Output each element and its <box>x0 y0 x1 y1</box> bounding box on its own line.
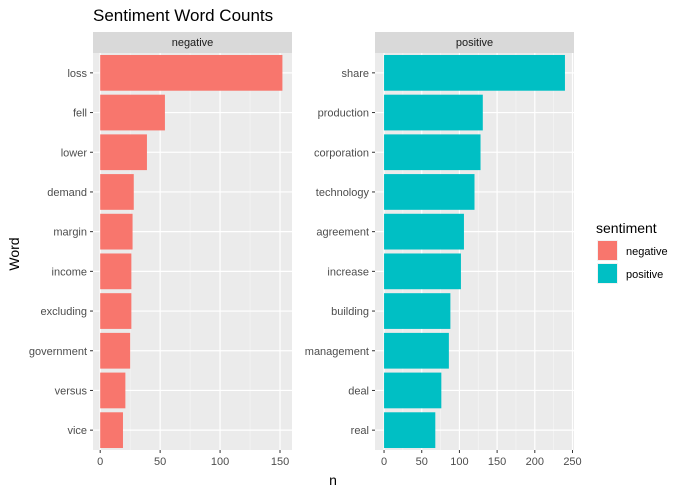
y-tick-label: loss <box>67 68 87 80</box>
x-tick-label: 50 <box>154 456 166 468</box>
x-tick-label: 100 <box>450 456 468 468</box>
y-tick-label: deal <box>348 385 369 397</box>
bar-share <box>384 54 565 91</box>
y-tick-label: technology <box>316 187 370 199</box>
x-axis-title: n <box>329 472 337 488</box>
bar-production <box>384 94 483 131</box>
y-tick-label: management <box>305 346 369 358</box>
y-tick-label: margin <box>53 227 87 239</box>
legend-title: sentiment <box>596 220 657 236</box>
bar-increase <box>384 253 461 290</box>
bar-lower <box>100 134 147 171</box>
bar-agreement <box>384 213 464 250</box>
legend-label-positive: positive <box>626 269 663 281</box>
x-tick-label: 250 <box>563 456 581 468</box>
x-tick-label: 150 <box>488 456 506 468</box>
facet-strip-label: negative <box>172 37 214 49</box>
y-tick-label: demand <box>47 187 87 199</box>
facet-panels: negative loss fell lower demand margin income e… <box>29 32 582 468</box>
legend-label-negative: negative <box>626 246 668 258</box>
x-tick-label: 0 <box>97 456 103 468</box>
bar-excluding <box>100 293 132 329</box>
bar-income <box>100 253 132 290</box>
x-tick-label: 150 <box>271 456 289 468</box>
bar-technology <box>384 174 475 210</box>
y-tick-label: agreement <box>316 227 369 239</box>
y-tick-label: fell <box>73 108 87 120</box>
bar-government <box>100 332 131 369</box>
bar-vice <box>100 412 123 449</box>
facet-strip <box>375 32 574 53</box>
x-tick-label: 0 <box>381 456 387 468</box>
legend-key-negative <box>598 241 617 260</box>
bar-versus <box>100 372 126 409</box>
y-tick-label: corporation <box>314 147 369 159</box>
x-tick-label: 100 <box>211 456 229 468</box>
chart-title: Sentiment Word Counts <box>93 6 273 25</box>
facet-strip <box>93 32 292 53</box>
y-tick-label: increase <box>327 266 369 278</box>
y-tick-label: excluding <box>41 306 87 318</box>
y-tick-label: share <box>341 68 369 80</box>
x-tick-label: 200 <box>526 456 544 468</box>
y-tick-label: real <box>351 425 369 437</box>
panel-negative: negative loss fell lower demand margin income e… <box>29 32 292 468</box>
bar-margin <box>100 213 133 250</box>
bar-building <box>384 293 451 329</box>
y-tick-label: lower <box>61 147 88 159</box>
y-axis-title: Word <box>6 237 22 270</box>
bar-loss <box>100 54 283 91</box>
panel-positive: positive share production corporation techno… <box>305 32 582 468</box>
bar-demand <box>100 174 134 210</box>
y-tick-label: production <box>318 108 369 120</box>
bar-fell <box>100 94 165 131</box>
bar-real <box>384 412 436 449</box>
y-tick-label: vice <box>67 425 87 437</box>
y-tick-label: government <box>29 346 87 358</box>
x-tick-label: 50 <box>416 456 428 468</box>
bar-deal <box>384 372 442 409</box>
y-tick-label: versus <box>55 385 88 397</box>
bar-management <box>384 332 449 369</box>
bar-corporation <box>384 134 481 171</box>
legend: sentiment negative positive <box>596 220 668 284</box>
y-tick-label: income <box>52 266 87 278</box>
legend-key-positive <box>598 264 617 283</box>
facet-strip-label: positive <box>456 37 493 49</box>
y-tick-label: building <box>331 306 369 318</box>
